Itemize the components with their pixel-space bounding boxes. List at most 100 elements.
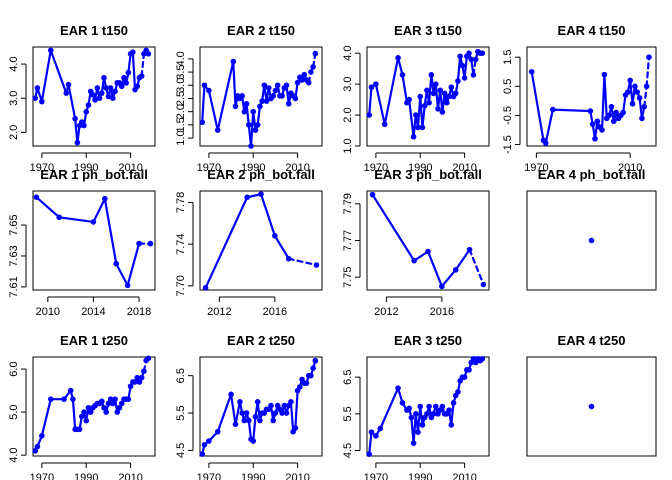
chart-title: EAR 3 t250: [394, 333, 462, 348]
data-point: [107, 396, 114, 402]
data-point: [239, 93, 245, 99]
series-line-segment: [289, 400, 295, 433]
data-point: [310, 64, 316, 70]
data-point: [408, 414, 415, 421]
series-line-segment: [207, 89, 219, 132]
series-line-segment: [71, 398, 77, 431]
data-point: [201, 441, 208, 448]
plot-frame: [199, 190, 323, 291]
data-point: [588, 237, 595, 244]
data-point: [85, 404, 92, 411]
series-line-segment: [468, 248, 485, 286]
series-line-segment: [229, 393, 237, 426]
data-point: [118, 83, 125, 90]
data-point: [72, 115, 78, 122]
series-line-segment: [593, 120, 599, 140]
data-point: [292, 425, 299, 431]
chart-title: EAR 2 ph_bot.fall: [207, 167, 315, 182]
series-line-segment: [234, 400, 242, 426]
y-tick-label: 3.0: [175, 78, 187, 93]
data-point: [114, 409, 121, 415]
y-tick-label: 2.5: [175, 91, 187, 106]
data-point: [613, 109, 619, 116]
data-point: [528, 68, 535, 75]
data-point: [283, 82, 290, 89]
data-point: [279, 410, 285, 416]
data-point: [125, 396, 132, 402]
data-point: [136, 379, 143, 385]
data-point: [61, 396, 67, 402]
data-point: [98, 90, 105, 96]
data-point: [285, 100, 292, 107]
series-line-segment: [76, 124, 81, 144]
series-line-segment: [259, 193, 276, 237]
data-point: [32, 448, 39, 454]
series-line-segment: [463, 55, 468, 80]
chart-panel: EAR 3 t150 1970 1990 2010 1.0 2.0 3.0 4.0: [342, 23, 490, 174]
data-point: [308, 69, 314, 75]
data-point: [455, 389, 461, 395]
chart-panel: EAR 1 t250 1970 1990 2010 4.0 5.0 6.0: [8, 333, 156, 480]
data-point: [587, 108, 594, 114]
series-line-segment: [456, 55, 462, 83]
x-tick-label: 1970: [30, 162, 54, 174]
x-tick-label: 1990: [241, 162, 265, 174]
data-point: [265, 85, 272, 91]
data-point: [439, 109, 446, 115]
data-point: [47, 47, 54, 54]
data-point: [138, 73, 145, 79]
y-tick-label: 4.0: [342, 46, 354, 61]
data-point: [452, 90, 459, 97]
series-line-segment: [126, 242, 141, 287]
y-tick-label: 7.78: [175, 192, 187, 213]
series-line-segment: [371, 193, 416, 262]
data-point: [410, 133, 417, 140]
series-line-segment: [440, 268, 457, 288]
data-point: [272, 410, 279, 416]
chart-title: EAR 2 t150: [227, 23, 295, 38]
data-point: [261, 82, 268, 89]
data-point: [98, 398, 105, 405]
plot-frame: [199, 46, 323, 147]
series-line-segment: [374, 83, 386, 126]
data-point: [83, 109, 90, 115]
y-tick-label: 5.0: [8, 404, 20, 419]
data-point: [70, 396, 76, 402]
data-point: [252, 413, 259, 420]
y-tick-label: 7.77: [342, 230, 354, 251]
data-point: [118, 400, 125, 407]
series-line-segment: [530, 70, 545, 142]
data-point: [468, 56, 475, 63]
x-tick-label: 2018: [127, 306, 151, 318]
series-line-segment: [216, 393, 233, 433]
data-point: [381, 121, 388, 128]
y-tick-label: -1.5: [502, 135, 514, 154]
data-point: [430, 90, 437, 97]
data-point: [299, 77, 305, 83]
data-point: [413, 112, 419, 118]
data-point: [110, 95, 116, 102]
data-point: [446, 93, 452, 100]
data-point: [228, 391, 234, 398]
chart-title: EAR 4 ph_bot.fall: [538, 167, 646, 182]
data-point: [366, 451, 373, 457]
x-tick-label: 2010: [452, 472, 476, 480]
data-point: [79, 413, 85, 420]
data-point: [480, 281, 487, 288]
data-point: [632, 83, 638, 90]
series-line-segment: [252, 415, 257, 443]
data-point: [627, 77, 633, 84]
y-tick-label: 6.5: [342, 370, 354, 385]
chart-title: EAR 1 ph_bot.fall: [40, 167, 148, 182]
data-point: [132, 379, 138, 385]
y-tick-label: 2.0: [342, 107, 354, 122]
data-point: [415, 124, 421, 131]
x-tick-label: 1970: [197, 162, 221, 174]
series-line-segment: [273, 234, 290, 260]
data-point: [270, 93, 277, 99]
data-point: [589, 121, 596, 127]
data-point: [450, 400, 457, 406]
chart-panel: EAR 2 t250 1970 1990 2010 4.5 5.5 6.5: [175, 333, 323, 480]
plot-frame: [526, 356, 657, 457]
data-point: [272, 87, 279, 94]
